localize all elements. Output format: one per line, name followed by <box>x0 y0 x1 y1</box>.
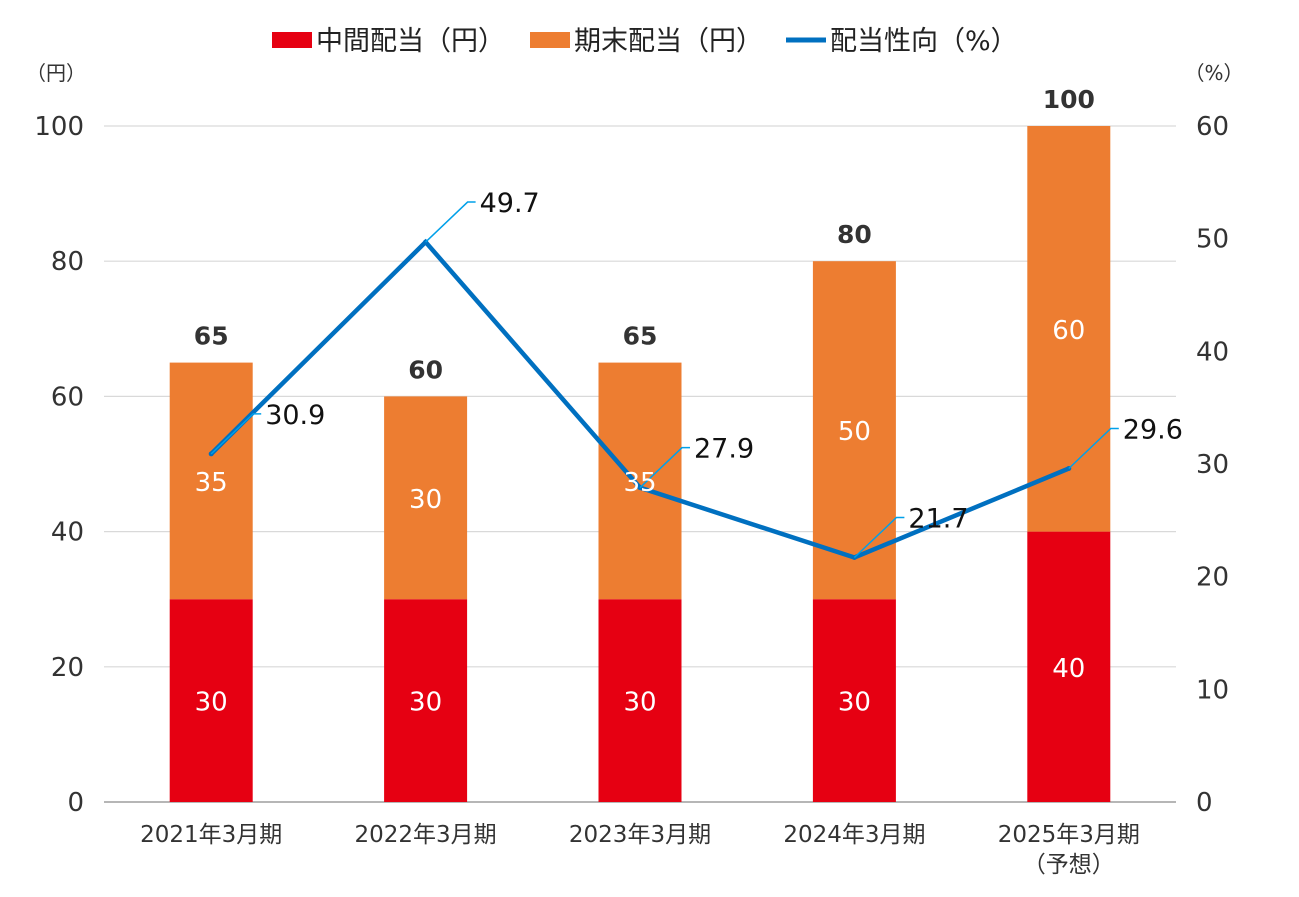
y-right-tick-label: 0 <box>1196 788 1213 818</box>
bar-segment <box>598 362 682 600</box>
legend: 中間配当（円） 期末配当（円） 配当性向（%） <box>272 26 1018 57</box>
bar-segment <box>812 261 896 600</box>
bar-segment-label: 30 <box>838 688 871 718</box>
bar-segment <box>1027 126 1111 532</box>
legend-item: 期末配当（円） <box>530 26 763 57</box>
bar-total-label: 60 <box>408 355 443 384</box>
legend-swatch <box>272 32 312 48</box>
y-left-tick-label: 80 <box>51 247 84 277</box>
bar-total-label: 65 <box>623 322 658 351</box>
bar-segment <box>169 362 253 600</box>
bar-segment-label: 35 <box>623 468 656 498</box>
legend-label: 期末配当（円） <box>574 26 763 57</box>
legend-label: 中間配当（円） <box>316 26 505 57</box>
y-left-tick-label: 20 <box>51 653 84 683</box>
x-category-sublabel: （予想） <box>1023 852 1115 878</box>
axis-layer: 0 20 40 60 80 100 0 10 20 30 40 50 60 （円） （%） 2021年3月期 2… <box>26 61 1244 878</box>
y-right-tick-label: 20 <box>1196 563 1229 593</box>
bar-segment-label: 30 <box>195 688 228 718</box>
bar-segment-label: 30 <box>409 485 442 515</box>
y-right-tick-label: 50 <box>1196 225 1229 255</box>
y-left-tick-label: 60 <box>51 382 84 412</box>
x-category-label: 2023年3月期 <box>569 822 711 848</box>
payout-ratio-label: 21.7 <box>908 504 968 535</box>
y-right-tick-label: 10 <box>1196 675 1229 705</box>
bar-total-label: 100 <box>1043 85 1095 114</box>
bar-segment-label: 40 <box>1052 654 1085 684</box>
payout-ratio-leader <box>210 413 262 455</box>
bar-segment <box>384 599 468 802</box>
payout-ratio-leader <box>853 516 905 559</box>
y-right-tick-label: 60 <box>1196 112 1229 142</box>
bar-segment <box>598 599 682 802</box>
y-right-tick-label: 40 <box>1196 337 1229 367</box>
bar-segment-label: 30 <box>409 688 442 718</box>
bar-segment <box>1027 531 1111 802</box>
x-category-label: 2024年3月期 <box>783 822 925 848</box>
x-category-label: 2022年3月期 <box>355 822 497 848</box>
bar-segment-label: 35 <box>195 468 228 498</box>
y-left-unit: （円） <box>26 61 86 85</box>
bar-segment <box>169 599 253 802</box>
line-layer <box>208 201 1119 561</box>
y-right-unit: （%） <box>1184 61 1243 85</box>
label-layer: 30 35 65 30 30 60 30 35 65 30 50 80 40 60 100 30.9 49.7 2… <box>194 85 1183 718</box>
y-right-tick-label: 30 <box>1196 450 1229 480</box>
y-left-tick-label: 0 <box>67 788 84 818</box>
legend-item: 中間配当（円） <box>272 26 505 57</box>
legend-item: 配当性向（%） <box>786 26 1018 57</box>
payout-ratio-leader <box>1068 427 1119 470</box>
bar-segment-label: 50 <box>838 417 871 447</box>
payout-ratio-label: 49.7 <box>480 188 540 219</box>
bar-segment <box>384 396 468 600</box>
payout-ratio-leader <box>425 201 476 243</box>
bar-total-label: 65 <box>194 322 229 351</box>
bar-segment <box>812 599 896 802</box>
bar-segment-label: 60 <box>1052 316 1085 346</box>
y-left-tick-label: 100 <box>34 112 84 142</box>
payout-ratio-label: 30.9 <box>265 400 325 431</box>
bar-segment-label: 30 <box>623 688 656 718</box>
x-category-label: 2025年3月期 <box>998 822 1140 848</box>
payout-ratio-label: 27.9 <box>694 434 754 465</box>
payout-ratio-leader <box>639 446 690 489</box>
legend-swatch <box>530 32 570 48</box>
x-category-label: 2021年3月期 <box>140 822 282 848</box>
legend-label: 配当性向（%） <box>830 26 1018 57</box>
bar-layer <box>169 126 1111 802</box>
payout-ratio-label: 29.6 <box>1123 415 1183 446</box>
y-left-tick-label: 40 <box>51 518 84 548</box>
bar-total-label: 80 <box>837 220 872 249</box>
